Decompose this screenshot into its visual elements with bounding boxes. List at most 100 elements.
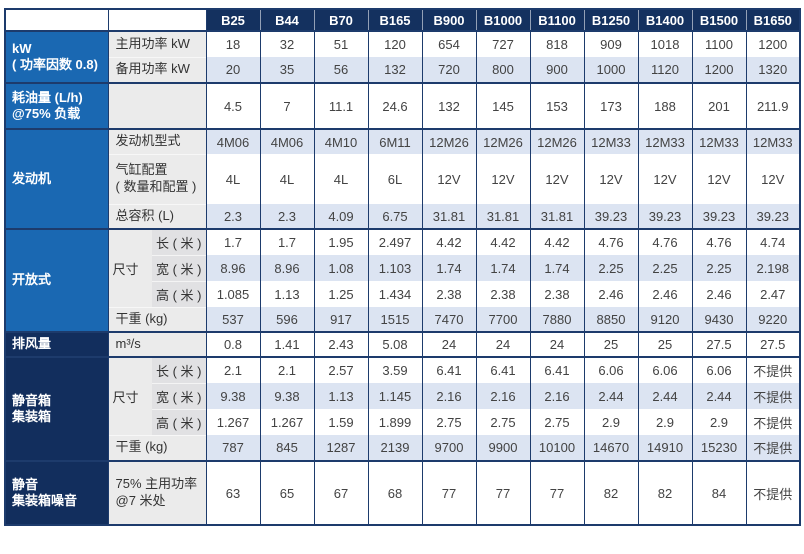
prime_power-value: 1018 (637, 30, 692, 57)
box_width-value: 2.44 (691, 383, 746, 409)
row-open-length: 开放式 尺寸 长 ( 米 ) 1.7 1.7 1.95 2.497 4.42 4.42 4.… (5, 228, 800, 332)
noise-label-line1: 75% 主用功率 (115, 476, 198, 492)
cylinders-value: 12V (637, 154, 692, 204)
column-header: B900 (421, 9, 476, 31)
box_length-value: 6.41 (475, 356, 530, 383)
corner-blank-2 (107, 9, 206, 31)
open_weight-value: 7470 (421, 307, 476, 332)
standby_power-value: 56 (313, 57, 368, 83)
engine_model-value: 4M10 (313, 128, 368, 154)
row-label-dry-weight-box: 干重 (kg) (107, 434, 206, 461)
row-label-displacement: 总容积 (L) (107, 203, 206, 229)
open_length-value: 1.95 (313, 228, 368, 255)
row-label-noise: 75% 主用功率 @7 米处 (107, 460, 206, 525)
box_height-value: 1.267 (259, 409, 314, 435)
open_length-value: 4.42 (421, 228, 476, 255)
open_width-value: 2.198 (745, 255, 800, 281)
row-box-length: 静音箱 集装箱 尺寸 长 ( 米 ) 2.1 2.1 2.57 3.59 6.41 6.4… (5, 356, 800, 461)
box_length-value: 3.59 (367, 356, 422, 383)
prime_power-value: 654 (421, 30, 476, 57)
column-header: B1250 (583, 9, 638, 31)
section-fuel-line1: 耗油量 (L/h) (12, 89, 83, 105)
airflow-value: 25 (583, 331, 638, 357)
section-label-open: 开放式 (5, 228, 108, 332)
open_weight-value: 537 (205, 307, 260, 332)
cylinders-line2: ( 数量和配置 ) (115, 179, 197, 194)
open_height-value: 2.38 (475, 281, 530, 307)
engine_model-value: 12M33 (691, 128, 746, 154)
section-label-kw: kW ( 功率因数 0.8) (5, 30, 108, 83)
open_height-value: 2.38 (529, 281, 584, 307)
prime_power-value: 727 (475, 30, 530, 57)
section-label-airflow: 排风量 (5, 331, 108, 357)
standby_power-value: 1000 (583, 57, 638, 83)
standby_power-value: 800 (475, 57, 530, 83)
box_length-value: 2.1 (205, 356, 260, 383)
prime_power-value: 18 (205, 30, 260, 57)
airflow-value: 5.08 (367, 331, 422, 357)
row-engine-model: 发动机 发动机型式 4M06 4M06 4M10 6M11 12M26 12M26 12M2… (5, 128, 800, 229)
box_width-value: 不提供 (745, 383, 800, 409)
open_height-value: 1.25 (313, 281, 368, 307)
box_length-value: 6.41 (529, 356, 584, 383)
noise-value: 63 (205, 460, 260, 525)
dim-label-length-open: 长 ( 米 ) (152, 228, 206, 255)
cylinders-value: 6L (367, 154, 422, 204)
airflow-value: 2.43 (313, 331, 368, 357)
open_weight-value: 9220 (745, 307, 800, 332)
section-label-noise: 静音 集装箱噪音 (5, 460, 108, 525)
box_width-value: 2.16 (475, 383, 530, 409)
row-standby-power: 备用功率 kW 20 35 56 132 720 800 900 1000 1120 1200 13… (5, 56, 800, 83)
open_length-value: 4.42 (475, 228, 530, 255)
dim-label-height-box: 高 ( 米 ) (152, 408, 206, 435)
box_height-value: 2.75 (529, 409, 584, 435)
displacement-value: 2.3 (259, 204, 314, 229)
box_height-value: 2.75 (475, 409, 530, 435)
open_weight-value: 596 (259, 307, 314, 332)
box_width-value: 1.13 (313, 383, 368, 409)
section-kw-line1: kW (12, 40, 32, 56)
row-box-width: 宽 ( 米 ) 9.38 9.38 1.13 1.145 2.16 2.16 2.16 2.4… (5, 382, 800, 409)
row-label-standby: 备用功率 kW (107, 56, 206, 83)
box_width-value: 1.145 (367, 383, 422, 409)
section-box-line1: 静音箱 (12, 392, 52, 408)
engine_model-value: 12M33 (637, 128, 692, 154)
engine_model-value: 4M06 (259, 128, 314, 154)
prime_power-value: 51 (313, 30, 368, 57)
column-header: B70 (313, 9, 368, 31)
open_width-value: 1.74 (475, 255, 530, 281)
column-header: B165 (367, 9, 422, 31)
row-open-height: 高 ( 米 ) 1.085 1.13 1.25 1.434 2.38 2.38 2.38 2.… (5, 280, 800, 307)
fuel-value: 7 (259, 82, 314, 129)
fuel-value: 188 (637, 82, 692, 129)
open_width-value: 8.96 (205, 255, 260, 281)
header-row: B25 B44 B70 B165 B900 B1000 B1100 B1250 B1400 B15… (5, 9, 800, 31)
displacement-value: 31.81 (529, 204, 584, 229)
engine_model-value: 4M06 (205, 128, 260, 154)
standby_power-value: 1200 (691, 57, 746, 83)
displacement-value: 4.09 (313, 204, 368, 229)
box_length-value: 2.57 (313, 356, 368, 383)
box_weight-value: 14910 (637, 435, 692, 461)
box_width-value: 2.16 (421, 383, 476, 409)
engine_model-value: 12M26 (475, 128, 530, 154)
box_weight-value: 9900 (475, 435, 530, 461)
row-fuel: 耗油量 (L/h) @75% 负载 4.5 7 11.1 24.6 132 145 153 1… (5, 82, 800, 129)
row-label-fuel-blank (107, 82, 206, 129)
column-header: B44 (259, 9, 314, 31)
noise-value: 77 (529, 460, 584, 525)
row-prime-power: kW ( 功率因数 0.8) 主用功率 kW 18 32 51 120 654 727 81… (5, 30, 800, 83)
box_weight-value: 不提供 (745, 435, 800, 461)
box_height-value: 不提供 (745, 409, 800, 435)
open_width-value: 1.08 (313, 255, 368, 281)
open_height-value: 1.085 (205, 281, 260, 307)
displacement-value: 39.23 (637, 204, 692, 229)
noise-value: 84 (691, 460, 746, 525)
airflow-value: 25 (637, 331, 692, 357)
open_height-value: 2.38 (421, 281, 476, 307)
displacement-value: 31.81 (475, 204, 530, 229)
open_length-value: 4.74 (745, 228, 800, 255)
engine_model-value: 6M11 (367, 128, 422, 154)
box_weight-value: 15230 (691, 435, 746, 461)
open_length-value: 4.76 (583, 228, 638, 255)
